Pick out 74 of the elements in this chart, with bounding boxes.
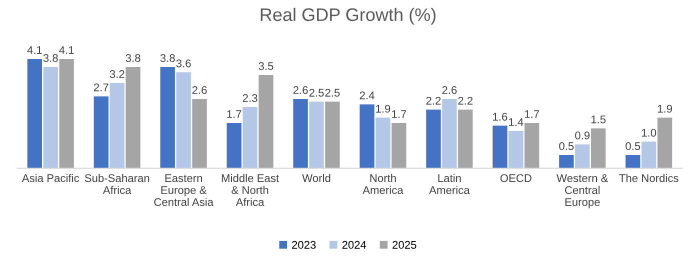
bar — [160, 66, 175, 168]
data-label: 2.6 — [293, 86, 308, 94]
x-tick-label: Middle East & North Africa — [222, 174, 279, 206]
data-label: 1.6 — [493, 112, 508, 121]
data-label: 2.2 — [458, 96, 473, 105]
data-label: 2.6 — [192, 86, 207, 94]
data-label: 2.4 — [360, 91, 374, 100]
data-label: 2.7 — [94, 83, 108, 92]
data-label: 1.7 — [524, 110, 540, 118]
data-label: 1.5 — [591, 116, 606, 124]
bar — [126, 66, 140, 168]
data-label: 3.5 — [258, 62, 274, 70]
legend-label: 2023 — [292, 240, 316, 249]
data-label: 3.8 — [160, 54, 175, 62]
bar — [360, 104, 374, 168]
bar — [575, 144, 590, 168]
data-label: 1.9 — [658, 104, 672, 113]
chart-title: Real GDP Growth (%) — [260, 8, 436, 25]
data-label: 0.5 — [559, 142, 574, 150]
data-label: 2.3 — [242, 94, 258, 102]
bar — [242, 106, 258, 168]
x-tick-label: Western & Central Europe — [556, 174, 608, 208]
data-label: 1.9 — [376, 104, 390, 113]
data-label: 1.4 — [509, 118, 524, 126]
data-label: 4.1 — [59, 46, 74, 54]
data-label: 3.8 — [126, 54, 140, 62]
bar — [110, 82, 124, 168]
x-tick-label: Sub-Saharan Africa — [84, 174, 150, 194]
bar — [226, 122, 242, 168]
x-tick-label: Eastern Europe & Central Asia — [154, 174, 214, 206]
x-tick-label: North America — [362, 174, 404, 194]
data-label: 2.2 — [426, 96, 441, 105]
bar — [192, 98, 207, 168]
bar — [309, 102, 324, 168]
bar — [590, 128, 606, 168]
bar — [94, 96, 108, 168]
data-label: 3.2 — [110, 70, 124, 78]
data-label: 2.6 — [442, 86, 457, 94]
bar — [508, 131, 524, 168]
bar — [559, 155, 574, 168]
bar — [325, 102, 340, 168]
bar — [524, 122, 540, 168]
bar — [258, 74, 274, 168]
bar — [442, 98, 457, 168]
data-label: 1.0 — [642, 128, 656, 137]
x-tick-label: World — [302, 174, 330, 182]
data-label: 3.8 — [43, 54, 58, 62]
data-label: 1.7 — [227, 110, 242, 118]
data-label: 0.9 — [575, 131, 590, 140]
bar — [642, 142, 656, 168]
legend-label: 2025 — [392, 240, 416, 249]
data-label: 4.1 — [27, 46, 42, 54]
bar — [458, 110, 473, 168]
bar — [293, 98, 308, 168]
bar — [59, 58, 74, 168]
data-label: 1.7 — [392, 110, 406, 118]
bar — [657, 118, 672, 168]
bar — [392, 122, 406, 168]
bar — [176, 72, 191, 168]
data-label: 0.5 — [626, 142, 640, 150]
data-label: 2.5 — [309, 88, 324, 97]
x-tick-label: Latin America — [429, 174, 470, 194]
x-tick-label: The Nordics — [619, 174, 678, 182]
legend-label: 2024 — [342, 240, 366, 249]
x-tick-label: OECD — [500, 174, 532, 182]
data-label: 3.6 — [176, 59, 191, 68]
bar — [376, 118, 390, 168]
bar — [27, 58, 42, 168]
bar — [43, 66, 58, 168]
data-label: 2.5 — [325, 88, 340, 97]
bar — [426, 110, 441, 168]
bar — [626, 155, 640, 168]
x-tick-label: Asia Pacific — [22, 174, 80, 182]
bar — [492, 126, 508, 168]
